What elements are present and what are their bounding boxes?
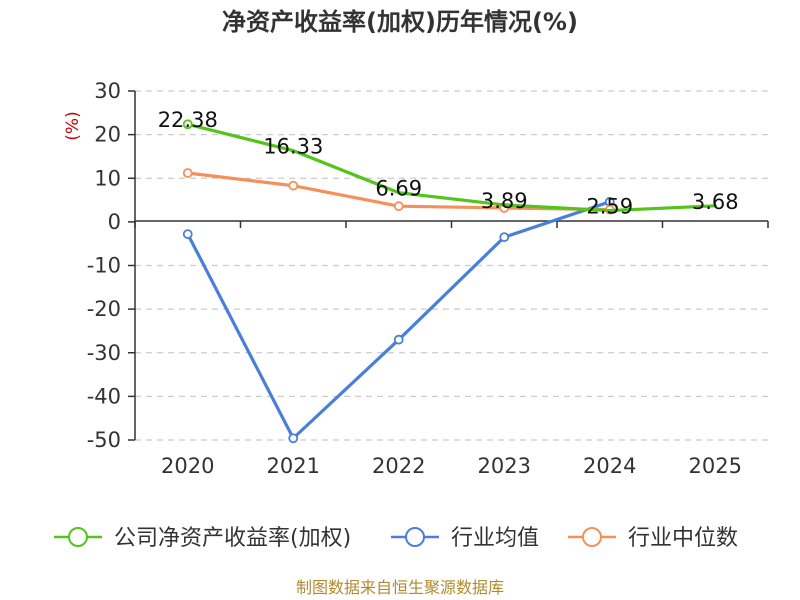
y-tick-label: -20 xyxy=(87,297,121,321)
data-point xyxy=(182,229,193,239)
x-tick-label: 2021 xyxy=(267,454,320,478)
data-label: 3.68 xyxy=(692,190,739,214)
y-axis-unit: (%) xyxy=(63,111,83,140)
data-point xyxy=(182,119,193,130)
source-note: 制图数据来自恒生聚源数据库 xyxy=(296,578,504,597)
y-tick-label: 30 xyxy=(94,79,121,103)
chart-title: 净资产收益率(加权)历年情况(%) xyxy=(222,8,578,36)
data-point xyxy=(182,168,193,178)
data-label: 22.38 xyxy=(158,108,218,132)
series-line xyxy=(186,122,717,213)
y-tick-label: 10 xyxy=(94,166,121,190)
data-label: 6.69 xyxy=(375,177,422,201)
legend-marker-icon xyxy=(68,527,88,547)
legend-label: 行业均值 xyxy=(451,526,539,551)
x-tick-label: 2025 xyxy=(689,454,742,478)
data-point xyxy=(288,433,299,444)
x-tick-labels: 2020 2021 2022 2023 2024 2025 xyxy=(161,454,742,478)
data-point xyxy=(393,334,404,345)
y-tick-label: -30 xyxy=(87,341,121,365)
series-group xyxy=(182,119,717,444)
legend-marker-icon xyxy=(405,527,425,547)
x-tick-label: 2022 xyxy=(372,454,425,478)
x-tick-label: 2023 xyxy=(478,454,531,478)
data-label: 16.33 xyxy=(263,135,323,159)
data-labels: 22.38 16.33 6.69 3.89 2.59 3.68 xyxy=(158,108,739,218)
data-label: 3.89 xyxy=(481,189,528,213)
y-tick-label: -40 xyxy=(87,384,121,408)
data-point xyxy=(288,180,299,191)
x-tick-label: 2024 xyxy=(583,454,636,478)
axes xyxy=(128,90,769,441)
y-tick-label: 0 xyxy=(108,210,121,234)
y-tick-labels: 30 20 10 0 -10 -20 -30 -40 -50 xyxy=(87,79,121,452)
series-line xyxy=(186,200,612,440)
legend-label: 行业中位数 xyxy=(628,526,738,551)
data-point xyxy=(499,232,510,243)
y-tick-label: -50 xyxy=(87,428,121,452)
y-tick-label: -10 xyxy=(87,254,121,278)
data-label: 2.59 xyxy=(586,195,633,219)
data-point xyxy=(393,201,404,212)
y-tick-label: 20 xyxy=(94,123,121,147)
grid-lines xyxy=(135,90,768,441)
legend: 公司净资产收益率(加权) 行业均值 行业中位数 xyxy=(54,526,738,551)
x-tick-label: 2020 xyxy=(161,454,214,478)
legend-label: 公司净资产收益率(加权) xyxy=(114,526,351,551)
legend-marker-icon xyxy=(582,527,602,547)
